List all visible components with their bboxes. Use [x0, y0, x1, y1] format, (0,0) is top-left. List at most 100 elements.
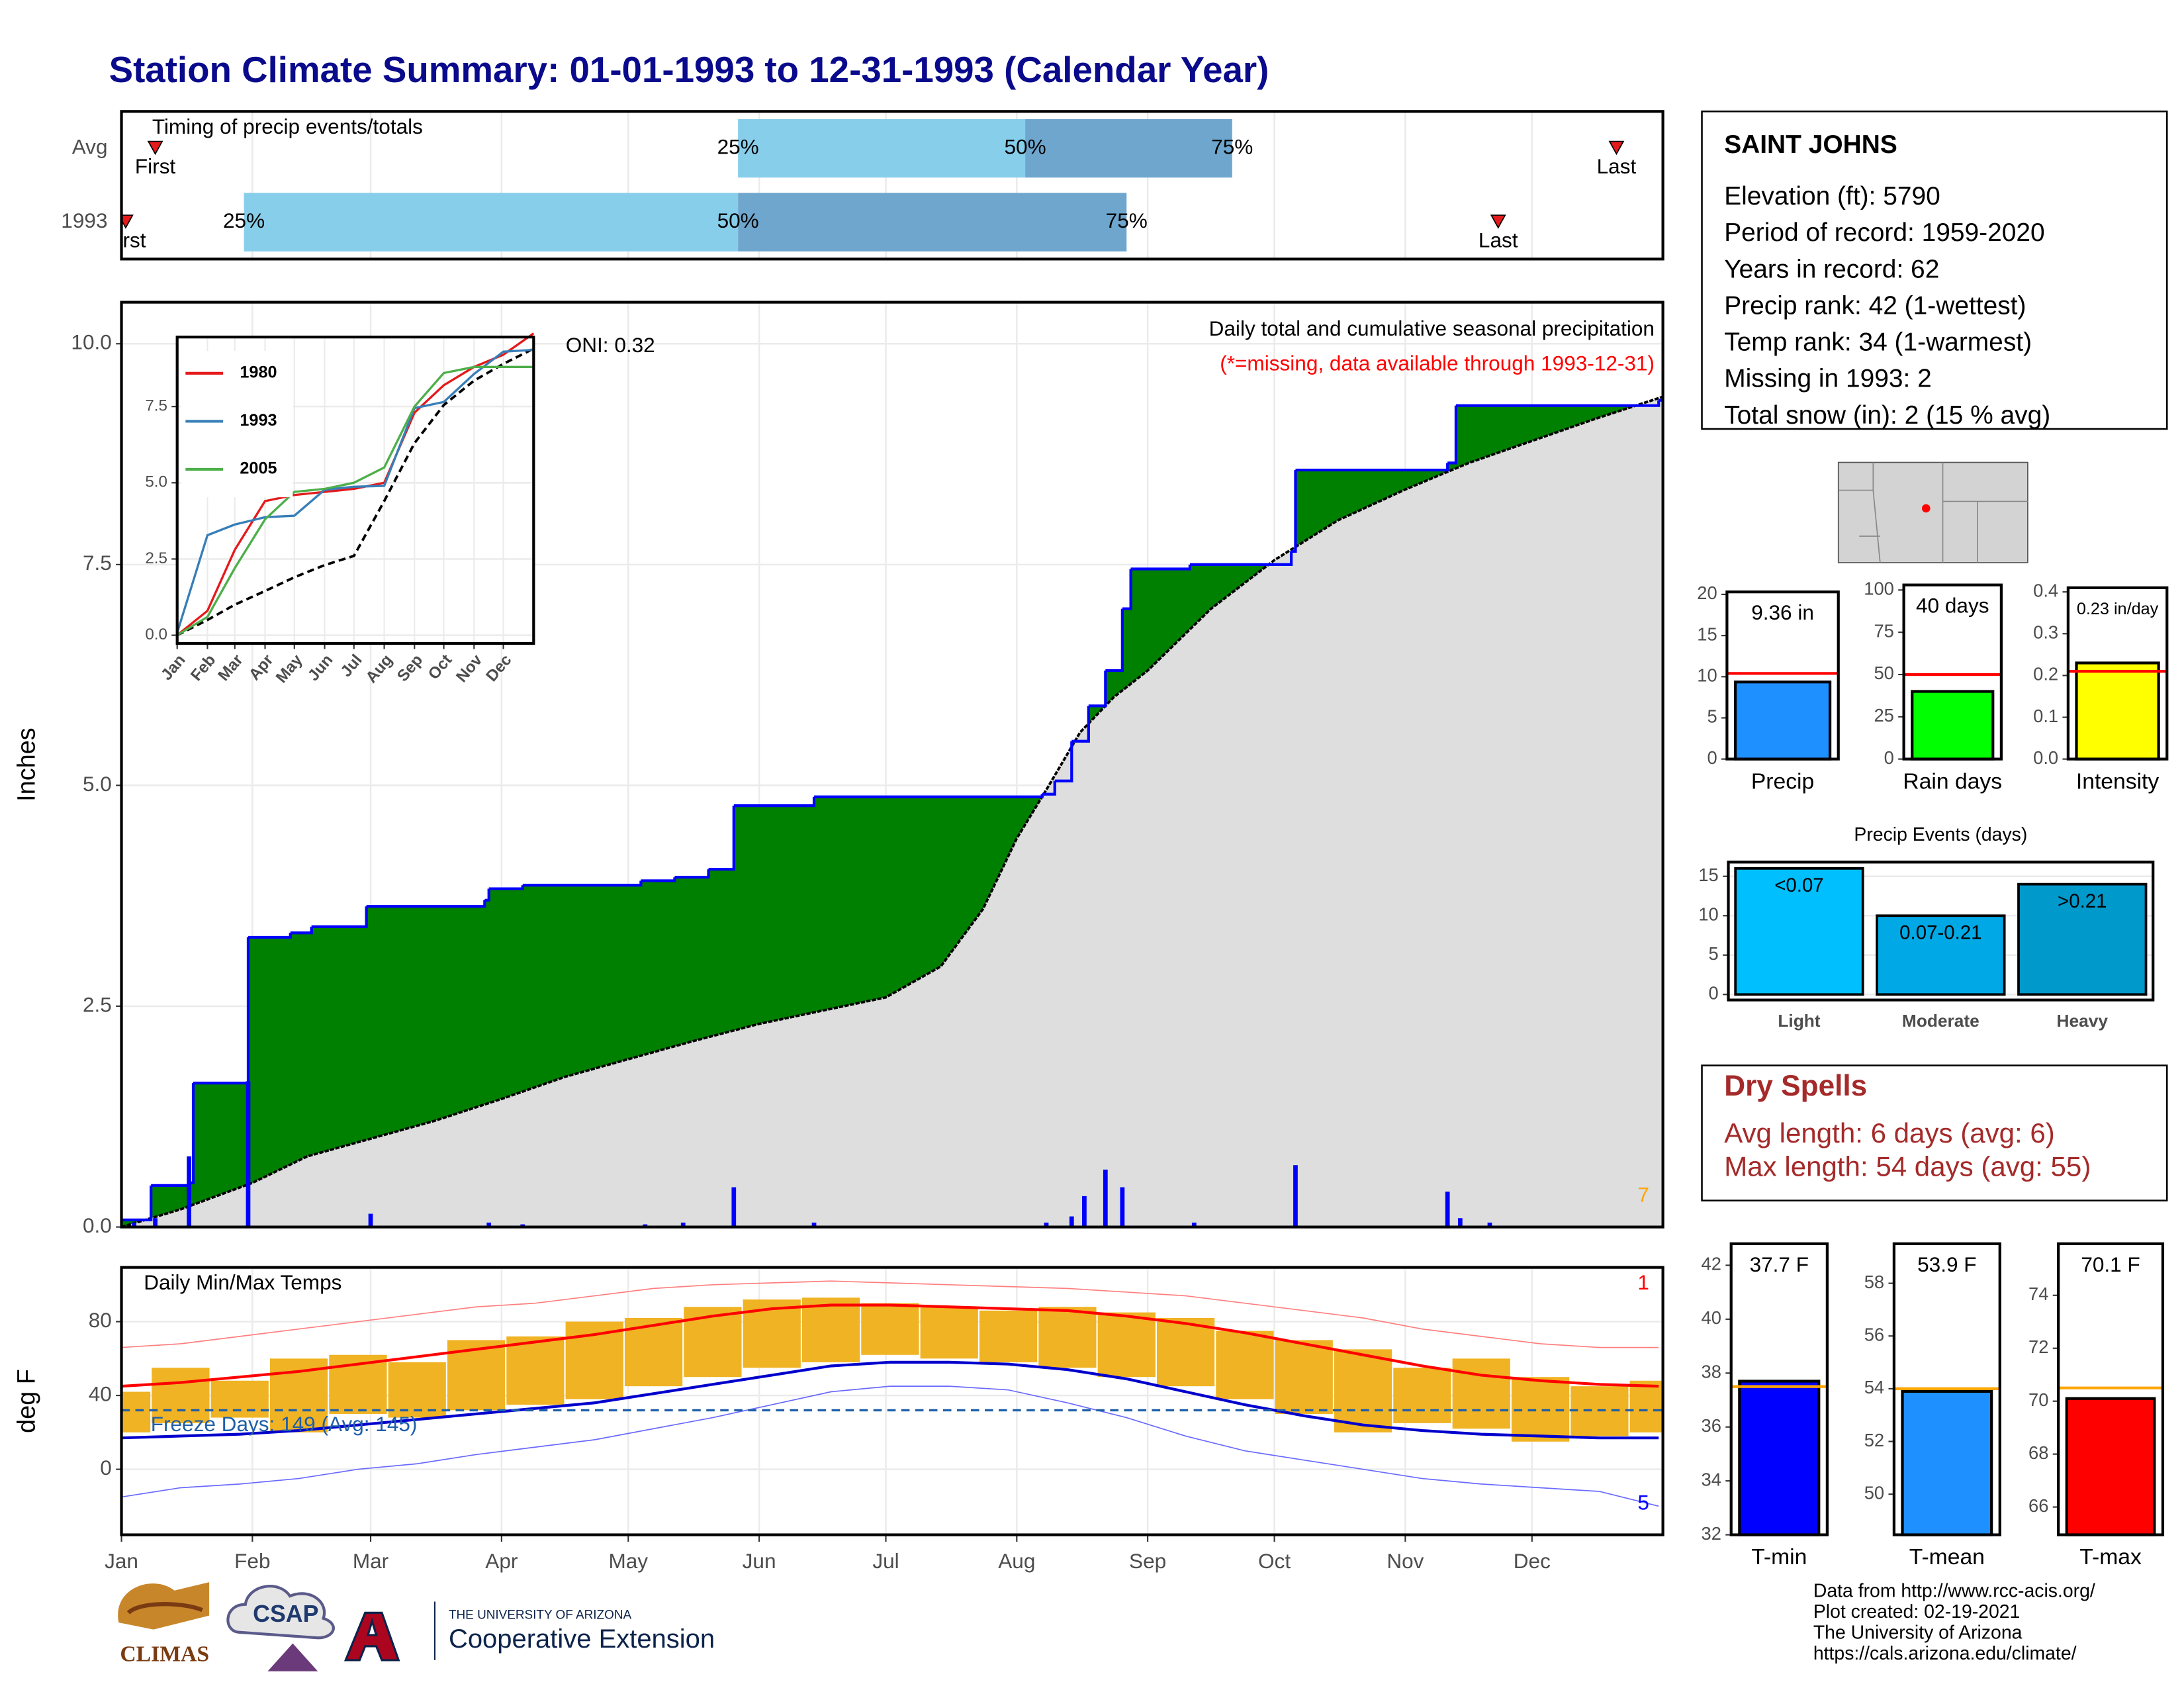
y-tick-label: 38: [1702, 1361, 1721, 1382]
summary-bar: [1733, 680, 1832, 761]
bar: [1734, 867, 1864, 996]
station-line: Elevation (ft): 5790: [1724, 182, 1940, 211]
summary-bar: [2065, 1397, 2156, 1536]
cumulative-step-line: [708, 806, 735, 871]
value-label: 9.36 in: [1751, 600, 1814, 624]
quartile-label: 50%: [717, 209, 759, 232]
series-line: [176, 365, 534, 637]
x-tick-label: Dec: [1514, 1549, 1551, 1573]
station-line: Period of record: 1959-2020: [1724, 218, 2045, 247]
event-label: First: [105, 228, 146, 252]
event-marker: [1608, 140, 1625, 156]
legend-label: 1993: [240, 411, 277, 430]
category-label: Precip: [1751, 769, 1814, 794]
y-tick-label: 54: [1864, 1377, 1884, 1397]
y-tick-label: 2.5: [145, 549, 167, 567]
cumulative-step-line: [311, 906, 368, 929]
daily-precip-bar: [187, 1156, 192, 1227]
cumulative-step-line: [366, 900, 486, 908]
value-label: 37.7 F: [1750, 1252, 1809, 1276]
plot-border: [120, 1266, 1664, 1536]
station-line: Total snow (in): 2 (15 % avg): [1724, 401, 2050, 430]
cumulative-step-line: [121, 1185, 153, 1222]
y-tick-label: 72: [2028, 1336, 2048, 1357]
cumulative-step-line: [814, 794, 1044, 798]
plot-border: [2057, 1242, 2165, 1536]
daily-temp-range: [920, 1307, 978, 1359]
logos: CLIMAS CSAP THE UNIVERSITY OF ARIZONA Co…: [118, 1582, 715, 1671]
daily-precip-bar: [153, 1218, 158, 1227]
y-tick-label: 25: [1874, 705, 1893, 726]
daily-precip-bar: [1457, 1218, 1463, 1227]
plot-border: [1725, 590, 1840, 761]
extension-name: Cooperative Extension: [449, 1624, 715, 1654]
cumulative-step-fill: [484, 900, 490, 1227]
quartile-label: 25%: [717, 134, 759, 158]
daily-temp-range: [152, 1368, 210, 1423]
cumulative-step-line: [1130, 564, 1192, 571]
freeze-label: Freeze Days: 149 (Avg: 145): [151, 1412, 418, 1436]
value-label: 53.9 F: [1917, 1252, 1976, 1276]
credit-line: The University of Arizona: [1813, 1622, 2023, 1643]
daily-temp-range: [1216, 1331, 1274, 1399]
y-tick-label: 0: [1884, 747, 1894, 768]
y-tick-label: 68: [2028, 1442, 2048, 1463]
summary-bar: [1911, 690, 1995, 761]
daily-precip-bar: [1103, 1169, 1108, 1227]
daily-precip-bar: [1120, 1187, 1125, 1227]
missing-note: (*=missing, data available through 1993-…: [1220, 352, 1655, 375]
y-tick-label: 0: [1707, 747, 1717, 768]
daily-precip-bar: [1082, 1196, 1087, 1227]
row-label: 1993: [61, 209, 107, 232]
value-label: 70.1 F: [2081, 1252, 2140, 1276]
daily-temp-range: [506, 1336, 565, 1405]
timing-title: Timing of precip events/totals: [152, 115, 423, 138]
y-tick-label: 100: [1864, 579, 1894, 599]
event-marker: [147, 140, 163, 156]
daily-temp-range: [979, 1310, 1038, 1362]
x-tick-label: Heavy: [2057, 1011, 2109, 1031]
credit-line: Data from http://www.rcc-acis.org/: [1813, 1580, 2095, 1601]
y-tick-label: 0: [100, 1456, 112, 1479]
series-line: [176, 348, 534, 633]
summary-bar: [2075, 661, 2160, 761]
row-label: Avg: [72, 134, 108, 158]
cumulative-step-line: [1291, 470, 1297, 553]
value-label: 40 days: [1916, 594, 1989, 618]
y-tick-label: 40: [89, 1382, 112, 1405]
cumulative-step-line: [290, 926, 313, 935]
x-tick-label: Moderate: [1902, 1011, 1979, 1031]
y-tick-label: 20: [1697, 583, 1717, 603]
record-low-count: 5: [1637, 1491, 1649, 1515]
daily-temp-range: [1097, 1312, 1156, 1378]
y-tick-label: 10: [1697, 665, 1717, 686]
daily-precip-bar: [731, 1187, 737, 1227]
x-tick-label: Apr: [485, 1549, 518, 1573]
temp-title: Daily Min/Max Temps: [144, 1270, 341, 1294]
station-line: Temp rank: 34 (1-warmest): [1724, 328, 2032, 357]
chart-title: Precip Events (days): [1854, 824, 2027, 845]
plot-border: [1729, 1242, 1829, 1536]
daily-precip-bar: [811, 1222, 817, 1227]
y-tick-label: 32: [1702, 1523, 1721, 1544]
y-tick-label: 80: [89, 1308, 112, 1332]
y-tick-label: 0.1: [2033, 706, 2058, 726]
y-tick-label: 70: [2028, 1389, 2048, 1410]
dry-spell-line: Avg length: 6 days (avg: 6): [1724, 1117, 2055, 1149]
temp-line: [121, 1360, 1659, 1440]
station-line: Missing in 1993: 2: [1724, 365, 1932, 393]
cumulative-step-line: [1295, 463, 1449, 472]
y-tick-label: 50: [1864, 1482, 1884, 1503]
daily-precip-bar: [246, 1081, 251, 1227]
quartile-label: 75%: [1106, 209, 1148, 232]
cumulative-step-line: [522, 880, 643, 887]
quartile-label: 25%: [223, 209, 265, 232]
station-line: Precip rank: 42 (1-wettest): [1724, 291, 2026, 320]
cumulative-step-line: [1071, 706, 1090, 743]
cumulative-step-line: [248, 933, 292, 939]
category-label: T-min: [1751, 1545, 1807, 1570]
x-tick-label: Jul: [872, 1549, 899, 1573]
cumulative-step-line: [1105, 608, 1124, 673]
